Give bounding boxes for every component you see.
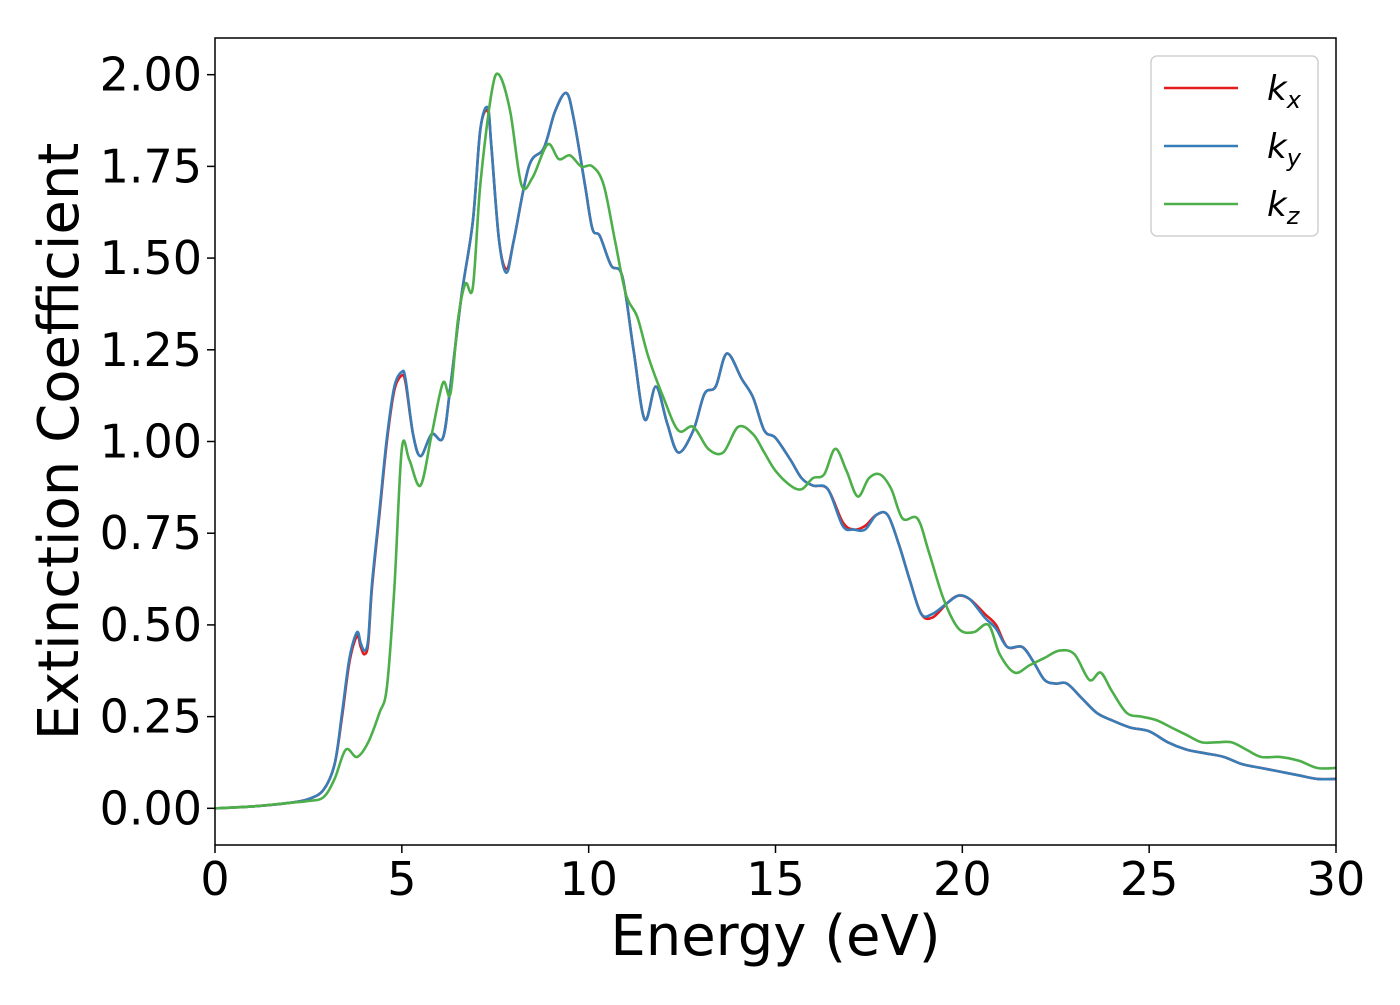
x-tick-label: 0	[200, 852, 229, 906]
y-tick-label: 0.75	[100, 506, 202, 560]
series-line-ky	[215, 91, 1336, 810]
y-tick-label: 2.00	[100, 48, 202, 102]
x-tick-label: 20	[933, 852, 992, 906]
x-axis: 0 5 10 15 20 25 30	[200, 845, 1365, 906]
x-axis-label: Energy (eV)	[610, 904, 940, 969]
x-tick-label: 5	[387, 852, 416, 906]
x-tick-label: 30	[1307, 852, 1366, 906]
series-layer	[215, 72, 1336, 810]
legend-label-kx: kx	[1267, 69, 1302, 114]
x-tick-label: 25	[1120, 852, 1179, 906]
x-tick-label: 15	[746, 852, 805, 906]
y-tick-label: 0.00	[100, 781, 202, 835]
legend: kx ky kz	[1150, 55, 1319, 237]
y-tick-label: 1.50	[100, 231, 202, 285]
y-axis: 0.00 0.25 0.50 0.75 1.00 1.25 1.50 1.75 2.00	[100, 48, 215, 835]
y-tick-label: 0.25	[100, 690, 202, 744]
y-tick-label: 1.25	[100, 323, 202, 377]
x-tick-label: 10	[559, 852, 618, 906]
legend-label-kz: kz	[1267, 185, 1301, 230]
y-axis-label: Extinction Coefficient	[27, 143, 92, 741]
series-line-kz	[215, 72, 1336, 810]
y-tick-label: 1.00	[100, 415, 202, 469]
legend-label-ky: ky	[1267, 127, 1302, 172]
y-tick-label: 0.50	[100, 598, 202, 652]
y-tick-label: 1.75	[100, 139, 202, 193]
